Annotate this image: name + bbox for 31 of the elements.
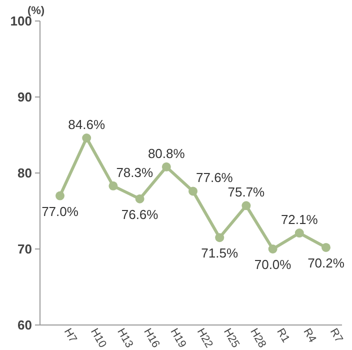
y-tick-label: 90 — [18, 90, 32, 105]
y-tick-label: 70 — [18, 242, 32, 257]
data-label: 80.8% — [148, 146, 186, 161]
data-label: 77.6% — [196, 170, 234, 186]
data-label: 75.7% — [228, 184, 266, 200]
data-label: 78.3% — [116, 164, 154, 180]
y-tick-label: 80 — [18, 166, 32, 181]
data-label: 72.1% — [280, 212, 318, 228]
point — [56, 191, 64, 200]
x-tick-label: R7 — [327, 326, 345, 345]
point — [242, 201, 251, 210]
y-tick-label: 60 — [18, 318, 32, 333]
point — [215, 233, 224, 242]
x-tick-label: R1 — [274, 326, 292, 345]
y-axis-title: (%) — [27, 5, 45, 17]
point — [108, 181, 118, 190]
point — [322, 242, 330, 252]
data-label: 70.0% — [254, 257, 292, 272]
x-tick-label: H7 — [61, 326, 79, 345]
data-label: 71.5% — [201, 246, 238, 261]
point — [268, 244, 278, 254]
x-tick-label: R4 — [300, 326, 318, 345]
point — [135, 194, 144, 204]
point — [82, 134, 92, 143]
data-label: 84.6% — [68, 117, 106, 132]
point — [188, 186, 198, 196]
point — [162, 162, 171, 172]
data-label: 70.2% — [308, 255, 345, 270]
data-label: 77.0% — [42, 204, 79, 219]
point — [294, 228, 304, 238]
data-label: 76.6% — [121, 206, 159, 222]
